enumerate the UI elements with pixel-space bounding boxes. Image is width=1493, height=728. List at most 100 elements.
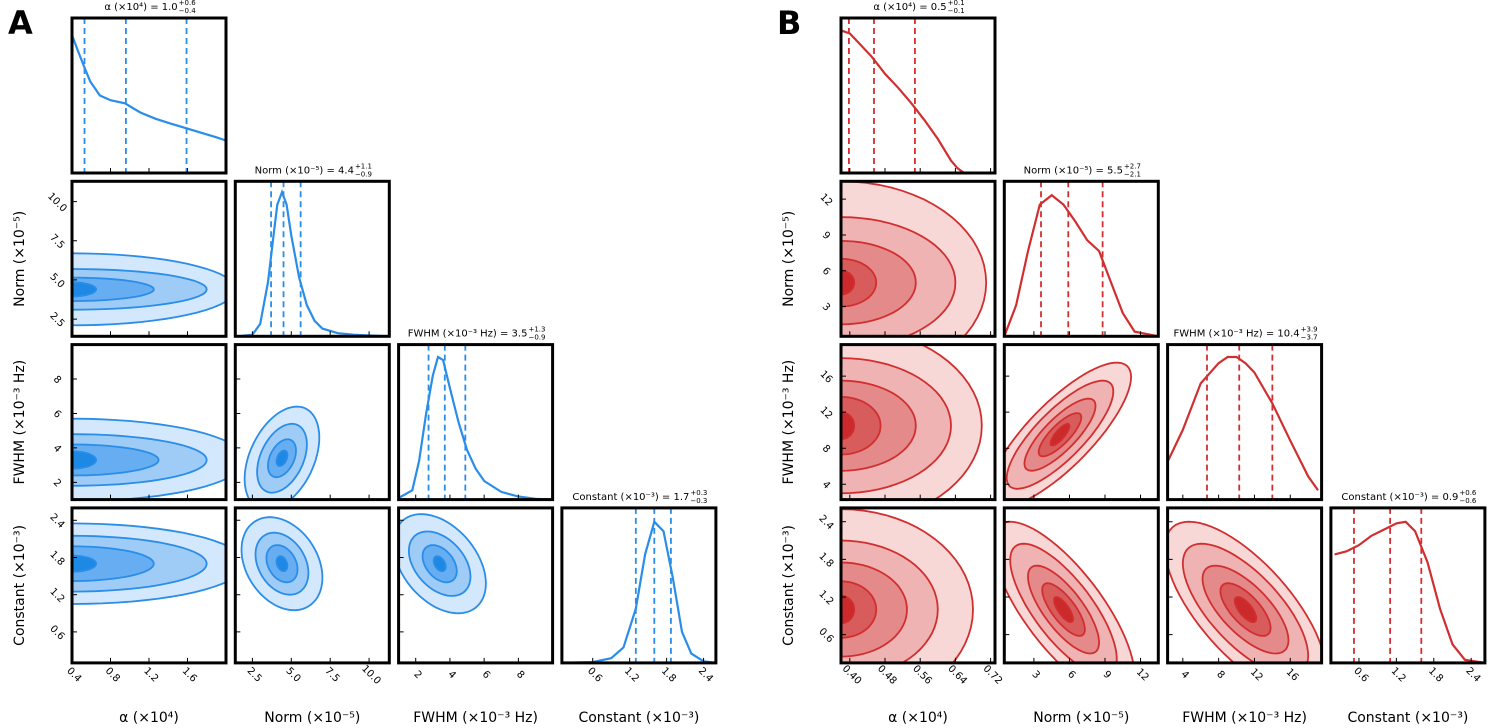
panel-letter: A bbox=[8, 4, 33, 42]
contour-level bbox=[1233, 596, 1258, 623]
title-upper-error: +0.3 bbox=[690, 489, 707, 497]
joint-panel bbox=[235, 516, 370, 663]
x-axis-label: Constant (×10⁻³) bbox=[1347, 710, 1468, 726]
x-tick-label: 5.0 bbox=[284, 666, 303, 685]
joint-panel bbox=[841, 344, 992, 500]
y-tick-label: 12 bbox=[818, 405, 835, 422]
x-tick-label: 16 bbox=[1284, 667, 1301, 684]
y-tick-label: 1.2 bbox=[47, 586, 66, 605]
y-tick-label: 6 bbox=[51, 408, 63, 420]
contour-level bbox=[841, 257, 878, 308]
panel-title: FWHM (×10⁻³ Hz) = 10.4 bbox=[1174, 329, 1300, 340]
title-upper-error: +1.3 bbox=[528, 326, 545, 334]
panel-frame bbox=[1166, 343, 1324, 502]
x-tick-label: 4 bbox=[446, 669, 458, 681]
x-tick-label: 8 bbox=[514, 669, 526, 681]
contour-level bbox=[72, 276, 155, 303]
y-tick-label: 6 bbox=[820, 266, 832, 278]
title-upper-error: +3.9 bbox=[1301, 326, 1318, 334]
joint-panel bbox=[1004, 520, 1142, 663]
x-tick-label: 1.8 bbox=[659, 666, 678, 685]
contour-level bbox=[841, 580, 878, 639]
x-tick-label: 2.4 bbox=[696, 666, 715, 685]
x-tick-label: 0.8 bbox=[103, 666, 122, 685]
y-tick-label: 4 bbox=[820, 479, 832, 491]
title-lower-error: −2.1 bbox=[1124, 170, 1141, 178]
y-tick-label: 5.0 bbox=[47, 271, 66, 290]
marginal-panel bbox=[561, 507, 716, 663]
contour-level bbox=[275, 555, 289, 572]
x-tick-label: 6 bbox=[1065, 669, 1077, 681]
marginal-panel bbox=[398, 344, 553, 500]
y-tick-label: 1.2 bbox=[816, 589, 835, 608]
density-curve bbox=[1004, 193, 1159, 337]
x-tick-label: 0.6 bbox=[1351, 666, 1370, 685]
x-tick-label: 0.4 bbox=[64, 666, 83, 685]
x-tick-label: 0.56 bbox=[910, 663, 934, 687]
title-lower-error: −0.3 bbox=[690, 497, 707, 505]
contour-level bbox=[841, 411, 856, 441]
title-lower-error: −0.9 bbox=[355, 170, 372, 178]
x-axis-label: FWHM (×10⁻³ Hz) bbox=[1182, 710, 1307, 726]
density-curve bbox=[1334, 520, 1485, 663]
y-tick-label: 0.6 bbox=[816, 626, 835, 645]
title-lower-error: −0.4 bbox=[179, 7, 197, 15]
y-axis-label: FWHM (×10⁻³ Hz) bbox=[781, 360, 797, 485]
y-tick-label: 8 bbox=[820, 443, 832, 455]
contour-level bbox=[841, 395, 882, 456]
panel-letter: B bbox=[777, 4, 801, 42]
contour-level bbox=[841, 594, 856, 625]
panel-title: Norm (×10⁻⁵) = 5.5 bbox=[1024, 165, 1123, 176]
y-tick-label: 7.5 bbox=[47, 232, 66, 251]
marginal-panel bbox=[1167, 344, 1319, 500]
title-lower-error: −0.9 bbox=[528, 334, 545, 342]
x-tick-label: 0.72 bbox=[981, 663, 1005, 687]
panel-frame bbox=[839, 179, 997, 338]
marginal-panel bbox=[72, 18, 226, 173]
x-axis-label: FWHM (×10⁻³ Hz) bbox=[413, 710, 538, 726]
x-tick-label: 1.2 bbox=[141, 666, 160, 685]
contour-level bbox=[275, 449, 289, 467]
density-curve bbox=[561, 519, 716, 663]
panel-frame bbox=[839, 506, 997, 665]
x-tick-label: 2 bbox=[411, 669, 423, 681]
y-tick-label: 2.4 bbox=[47, 512, 66, 531]
panel-title: α (×10⁴) = 0.5 bbox=[873, 2, 946, 13]
panel-frame bbox=[70, 343, 228, 502]
x-axis-label: α (×10⁴) bbox=[119, 710, 179, 726]
y-tick-label: 12 bbox=[818, 192, 835, 209]
x-tick-label: 6 bbox=[480, 669, 492, 681]
panel-frame bbox=[397, 343, 555, 502]
contour-level bbox=[72, 450, 98, 470]
contour-level bbox=[432, 555, 447, 572]
x-tick-label: 10.0 bbox=[359, 663, 383, 687]
y-tick-label: 1.8 bbox=[47, 549, 66, 568]
x-tick-label: 4 bbox=[1178, 669, 1190, 681]
panel-frame bbox=[1002, 506, 1160, 665]
panel-frame bbox=[70, 179, 228, 338]
panel-frame bbox=[233, 343, 391, 502]
density-curve bbox=[236, 188, 390, 337]
y-axis-label: Constant (×10⁻³) bbox=[781, 525, 797, 646]
joint-panel bbox=[841, 508, 992, 663]
panel-frame bbox=[70, 16, 228, 175]
contour-level bbox=[841, 269, 856, 296]
contour-level bbox=[72, 443, 160, 477]
x-tick-label: 2.5 bbox=[245, 666, 264, 685]
density-curve bbox=[1167, 355, 1319, 491]
panel-frame bbox=[1166, 506, 1324, 665]
x-axis-label: Norm (×10⁻⁵) bbox=[264, 710, 360, 726]
title-lower-error: −0.1 bbox=[948, 7, 965, 15]
title-upper-error: +0.6 bbox=[1459, 489, 1477, 497]
panel-frame bbox=[839, 16, 997, 175]
density-curve bbox=[841, 29, 995, 173]
marginal-panel bbox=[1334, 507, 1485, 663]
y-axis-label: Norm (×10⁻⁵) bbox=[12, 211, 28, 307]
panel-frame bbox=[233, 179, 391, 338]
density-curve bbox=[72, 34, 226, 142]
panel-title: FWHM (×10⁻³ Hz) = 3.5 bbox=[408, 329, 528, 340]
x-tick-label: 1.6 bbox=[180, 666, 199, 685]
title-upper-error: +2.7 bbox=[1124, 162, 1141, 170]
